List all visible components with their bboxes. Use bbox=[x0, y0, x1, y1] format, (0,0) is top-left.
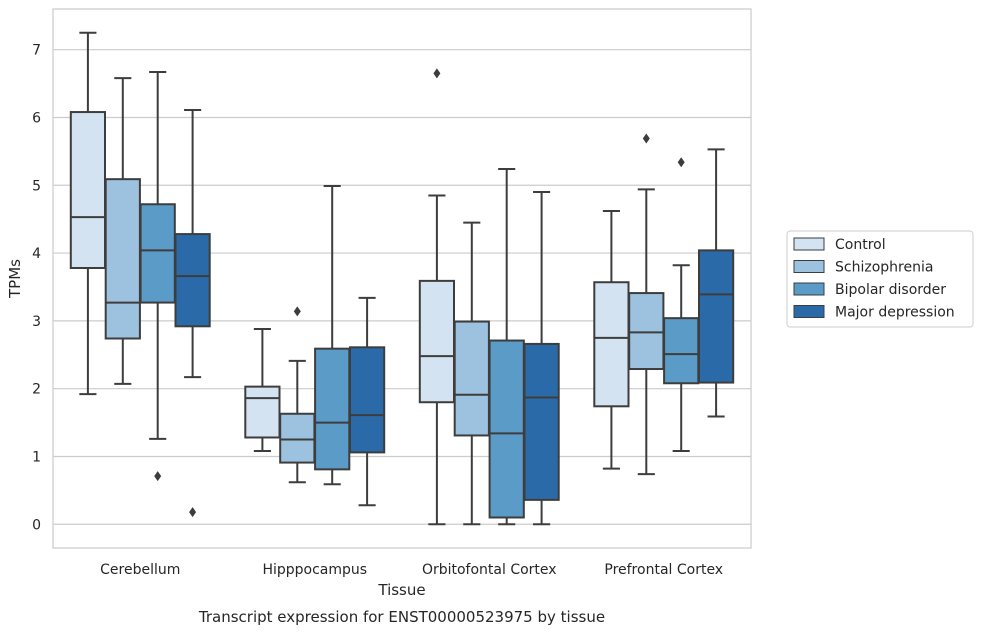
outlier-point bbox=[433, 68, 441, 79]
box-group bbox=[697, 148, 735, 418]
y-tick-label: 6 bbox=[32, 110, 41, 126]
box-group bbox=[418, 68, 456, 526]
outlier-point bbox=[293, 306, 301, 317]
y-tick-label: 4 bbox=[32, 246, 41, 262]
box bbox=[244, 385, 281, 439]
y-tick-label: 3 bbox=[32, 314, 41, 330]
box-group bbox=[628, 133, 665, 476]
box-group bbox=[279, 306, 316, 484]
y-tick-label: 7 bbox=[32, 43, 41, 59]
box bbox=[628, 292, 665, 371]
box-group bbox=[69, 31, 107, 396]
box bbox=[663, 317, 700, 385]
box bbox=[314, 347, 351, 471]
box-group bbox=[314, 184, 351, 486]
legend-swatch bbox=[793, 260, 825, 273]
chart-caption: Transcript expression for ENST0000052397… bbox=[198, 608, 605, 626]
x-axis-ticks: Cerebellum Hipppocampus Orbitofontal Corte… bbox=[100, 562, 723, 578]
box-group bbox=[244, 328, 281, 453]
box bbox=[348, 346, 386, 454]
box bbox=[488, 339, 525, 519]
x-tick-label: Orbitofontal Cortex bbox=[422, 562, 557, 578]
outlier-point bbox=[154, 471, 162, 482]
box bbox=[174, 233, 211, 328]
x-tick-label: Cerebellum bbox=[100, 562, 180, 578]
outlier-point bbox=[677, 157, 685, 168]
x-tick-label: Hipppocampus bbox=[262, 562, 367, 578]
legend-frame bbox=[786, 230, 974, 328]
box-group bbox=[488, 168, 525, 526]
box bbox=[69, 111, 107, 269]
box-group bbox=[453, 221, 490, 526]
box bbox=[139, 203, 176, 304]
y-axis-ticks: 0 1 2 3 4 5 6 7 bbox=[32, 43, 41, 534]
box-group bbox=[104, 77, 141, 385]
box-group bbox=[348, 296, 386, 507]
legend-label: Major depression bbox=[835, 305, 955, 321]
legend-swatch bbox=[793, 237, 825, 251]
outlier-point bbox=[189, 507, 197, 518]
plot-frame bbox=[52, 8, 752, 549]
y-tick-label: 1 bbox=[32, 449, 41, 465]
y-tick-label: 2 bbox=[32, 382, 41, 398]
y-tick-label: 0 bbox=[32, 517, 41, 533]
box bbox=[523, 342, 560, 501]
outlier-point bbox=[642, 133, 650, 144]
box bbox=[593, 281, 630, 408]
legend-swatch bbox=[793, 305, 825, 318]
box bbox=[279, 412, 316, 464]
x-axis-label: Tissue bbox=[377, 581, 425, 599]
box-group bbox=[663, 157, 700, 453]
x-tick-label: Prefrontal Cortex bbox=[604, 562, 723, 578]
legend-label: Bipolar disorder bbox=[835, 282, 946, 298]
box-group bbox=[174, 109, 211, 518]
box-group bbox=[139, 71, 176, 482]
box bbox=[104, 178, 141, 340]
legend-label: Schizophrenia bbox=[835, 260, 933, 276]
legend-swatch bbox=[793, 282, 825, 296]
y-tick-label: 5 bbox=[32, 178, 41, 194]
box bbox=[418, 279, 456, 404]
box-group bbox=[523, 191, 560, 526]
box-plots bbox=[69, 31, 735, 526]
box-group bbox=[593, 210, 630, 470]
legend: Control Schizophrenia Bipolar disorder Majo… bbox=[786, 230, 974, 328]
box bbox=[453, 320, 490, 437]
y-axis-label: TPMs bbox=[6, 259, 24, 299]
legend-label: Control bbox=[835, 237, 886, 253]
box bbox=[697, 249, 735, 384]
